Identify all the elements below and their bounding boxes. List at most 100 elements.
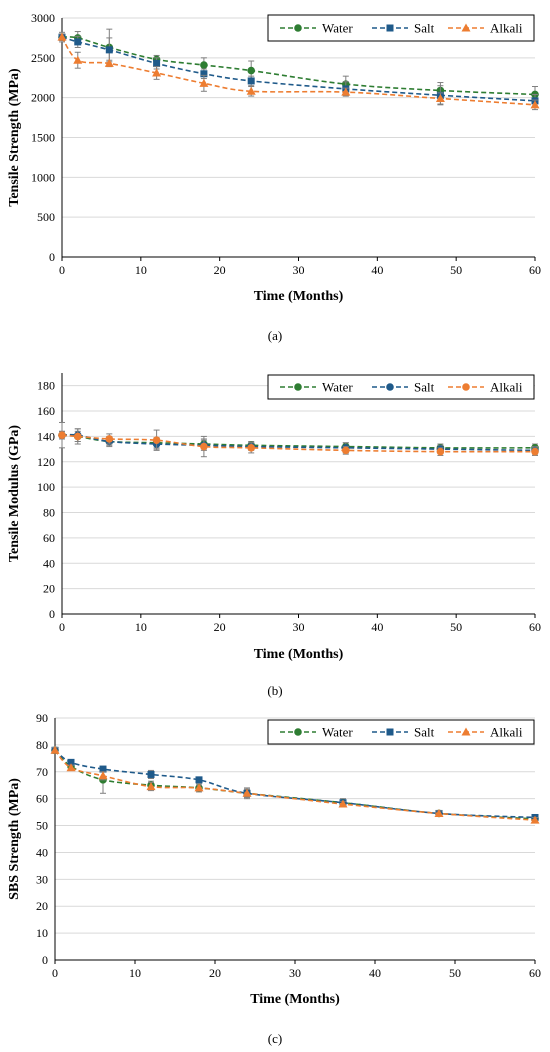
data-point	[74, 38, 82, 46]
legend-item-alkali: Alkali	[448, 21, 523, 36]
series-line-water	[61, 36, 536, 96]
chart-panel-b: 0 20 40 60 80 100 120 140 160 180 0 10 20 30 40 50 60 Tim…	[7, 373, 541, 698]
y-tick-label: 0	[49, 607, 55, 621]
y-tick-label: 120	[37, 455, 55, 469]
series-alkali	[50, 745, 540, 824]
x-tick-label: 0	[59, 263, 65, 277]
legend-marker	[462, 383, 470, 391]
legend-label: Water	[322, 380, 353, 395]
data-point	[247, 77, 255, 85]
data-point	[73, 55, 83, 64]
data-point	[104, 58, 114, 67]
x-tick-label: 30	[293, 263, 305, 277]
x-axis-label: Time (Months)	[254, 647, 344, 662]
data-point	[105, 46, 113, 54]
x-tick-label: 0	[59, 620, 65, 634]
series-line-salt	[61, 36, 536, 102]
data-point	[200, 442, 208, 451]
data-point	[247, 66, 255, 75]
series-alkali	[58, 421, 539, 458]
legend-marker	[294, 24, 302, 32]
x-tick-label: 50	[449, 966, 461, 980]
series-line-alkali	[61, 36, 536, 106]
y-tick-label: 80	[43, 506, 55, 520]
data-point	[195, 776, 203, 784]
legend-marker	[461, 23, 471, 32]
data-point	[200, 70, 208, 78]
x-tick-label: 60	[529, 620, 541, 634]
panel-caption: (c)	[268, 1031, 282, 1046]
x-axis-label: Time (Months)	[250, 992, 340, 1007]
y-tick-label: 50	[36, 819, 48, 833]
x-tick-label: 0	[52, 966, 58, 980]
data-point	[99, 765, 107, 773]
legend-marker	[386, 728, 394, 736]
y-tick-label: 3000	[31, 11, 55, 25]
x-tick-label: 20	[214, 263, 226, 277]
series-line-alkali	[61, 434, 536, 453]
y-axis-label: SBS Strength (MPa)	[7, 778, 22, 900]
x-tick-label: 40	[371, 620, 383, 634]
legend-label: Alkali	[490, 21, 523, 36]
data-point	[200, 61, 208, 69]
y-tick-label: 90	[36, 711, 48, 725]
series-water	[58, 430, 539, 453]
x-axis-label: Time (Months)	[254, 289, 344, 304]
legend-label: Salt	[414, 21, 435, 36]
y-tick-label: 30	[36, 872, 48, 886]
y-tick-label: 80	[36, 738, 48, 752]
x-tick-label: 30	[293, 620, 305, 634]
data-point	[194, 783, 204, 792]
chart-panel-a: 0 500 1000 1500 2000 2500 3000 0 10 20 30 40 50 60 Tim…	[7, 11, 541, 343]
legend-item-salt: Salt	[372, 725, 435, 740]
legend-item-salt: Salt	[372, 380, 435, 395]
series-water	[51, 746, 539, 823]
legend-marker	[294, 383, 302, 391]
legend-label: Alkali	[490, 725, 523, 740]
legend: Water Salt Alkali	[267, 374, 535, 400]
series-line-alkali	[54, 749, 536, 821]
legend-label: Water	[322, 725, 353, 740]
x-tick-label: 50	[450, 263, 462, 277]
data-point	[152, 436, 161, 445]
data-point	[434, 808, 444, 817]
legend-marker	[461, 727, 471, 736]
data-point	[73, 432, 82, 441]
legend-marker	[386, 24, 394, 32]
data-point	[98, 771, 108, 780]
y-tick-label: 1000	[31, 170, 55, 184]
series-alkali	[57, 32, 540, 111]
legend-item-water: Water	[280, 725, 353, 740]
legend-item-alkali: Alkali	[448, 725, 523, 740]
data-point	[146, 782, 156, 791]
x-tick-label: 10	[129, 966, 141, 980]
x-tick-label: 40	[369, 966, 381, 980]
legend: Water Salt Alkali	[267, 14, 535, 42]
data-point	[531, 447, 539, 456]
legend-item-salt: Salt	[372, 21, 435, 36]
x-tick-label: 10	[135, 263, 147, 277]
x-tick-label: 10	[135, 620, 147, 634]
y-tick-label: 40	[36, 845, 48, 859]
legend-marker	[294, 728, 302, 736]
x-tick-label: 20	[209, 966, 221, 980]
y-tick-label: 1500	[31, 131, 55, 145]
data-point	[436, 447, 445, 456]
series-salt	[58, 33, 539, 108]
series-salt	[58, 428, 539, 455]
series-line-water	[54, 749, 536, 820]
y-axis-label: Tensile Strength (MPa)	[7, 68, 22, 207]
y-tick-label: 0	[49, 250, 55, 264]
legend-marker	[386, 383, 394, 391]
y-tick-label: 20	[43, 582, 55, 596]
data-point	[341, 87, 351, 96]
data-point	[105, 435, 114, 443]
data-point	[57, 32, 67, 41]
data-point	[67, 758, 75, 766]
data-point	[58, 431, 66, 439]
data-point	[342, 446, 350, 455]
data-point	[50, 745, 60, 754]
panel-caption: (a)	[268, 328, 282, 343]
data-point	[199, 78, 209, 87]
